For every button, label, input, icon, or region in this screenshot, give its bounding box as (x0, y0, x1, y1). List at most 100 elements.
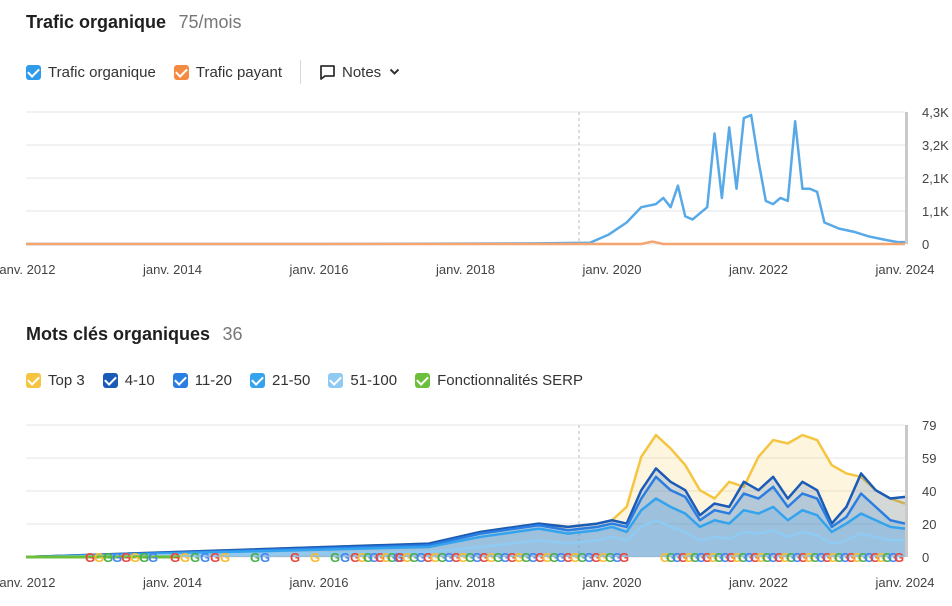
y-tick-label: 0 (922, 237, 929, 252)
serp-marker-g: G (591, 550, 601, 565)
keywords-legend: Top 3 4-10 11-20 21-50 51-100 Fonctionna… (26, 372, 601, 389)
legend-organic-traffic[interactable]: Trafic organique (26, 64, 156, 81)
x-tick-label: janv. 2020 (581, 262, 641, 277)
x-tick-label: janv. 2014 (142, 575, 202, 590)
serp-marker-g: G (678, 550, 688, 565)
checkbox-icon[interactable] (172, 373, 188, 388)
serp-marker-g: G (416, 550, 426, 565)
serp-marker-g: G (584, 550, 594, 565)
serp-marker-g: G (738, 550, 748, 565)
serp-marker-g: G (786, 550, 796, 565)
serp-marker-g: G (690, 550, 700, 565)
serp-marker-g: G (563, 550, 573, 565)
series-line (25, 518, 905, 559)
serp-marker-g: G (250, 550, 260, 565)
serp-marker-g: G (619, 550, 629, 565)
serp-marker-g: G (190, 550, 200, 565)
y-tick-label: 79 (922, 418, 936, 433)
serp-marker-g: G (542, 550, 552, 565)
serp-marker-g: G (210, 550, 220, 565)
serp-marker-g: G (395, 550, 405, 565)
serp-marker-g: G (846, 550, 856, 565)
legend-4-10[interactable]: 4-10 (102, 372, 155, 389)
divider (300, 60, 301, 84)
series-area (26, 498, 905, 557)
serp-marker-g: G (507, 550, 517, 565)
serp-marker-g: G (840, 550, 850, 565)
checkbox-icon[interactable] (102, 373, 118, 388)
legend-11-20[interactable]: 11-20 (172, 372, 232, 389)
x-tick-label: janv. 2016 (288, 575, 348, 590)
checkbox-icon[interactable] (26, 373, 41, 388)
serp-marker-g: G (521, 550, 531, 565)
legend-label: Trafic organique (48, 63, 156, 81)
legend-51-100[interactable]: 51-100 (328, 372, 397, 389)
serp-marker-g: G (500, 550, 510, 565)
checkbox-icon[interactable] (415, 373, 431, 388)
comment-icon (320, 64, 335, 80)
serp-marker-g: G (340, 550, 350, 565)
notes-button[interactable]: Notes (319, 64, 406, 81)
traffic-header: Trafic organique 75/mois (26, 12, 242, 33)
serp-marker-g: G (170, 550, 180, 565)
serp-marker-g: G (822, 550, 832, 565)
legend-serp-features[interactable]: Fonctionnalités SERP (415, 372, 583, 389)
serp-marker-g: G (451, 550, 461, 565)
checkbox-icon[interactable] (26, 64, 41, 80)
serp-marker-g: G (381, 550, 391, 565)
serp-marker-g: G (870, 550, 880, 565)
y-tick-label: 1,1K (922, 204, 949, 219)
x-tick-label: janv. 2016 (288, 262, 348, 277)
x-tick-label: janv. 2022 (728, 575, 788, 590)
serp-marker-g: G (804, 550, 814, 565)
serp-marker-g: G (180, 550, 190, 565)
serp-marker-g: G (465, 550, 475, 565)
serp-marker-g: G (660, 550, 670, 565)
checkbox-icon[interactable] (250, 373, 265, 388)
serp-marker-g: G (514, 550, 524, 565)
legend-paid-traffic[interactable]: Trafic payant (173, 63, 282, 81)
traffic-title: Trafic organique (26, 12, 167, 32)
legend-21-50[interactable]: 21-50 (250, 372, 310, 389)
serp-marker-g: G (200, 550, 210, 565)
serp-marker-g: G (780, 550, 790, 565)
serp-marker-g: G (882, 550, 892, 565)
serp-marker-g: G (330, 550, 340, 565)
serp-marker-g: G (444, 550, 454, 565)
serp-marker-g: G (684, 550, 694, 565)
traffic-value: 75/mois (178, 12, 242, 32)
serp-marker-g: G (750, 550, 760, 565)
serp-marker-g: G (732, 550, 742, 565)
serp-marker-g: G (672, 550, 682, 565)
keywords-title: Mots clés organiques (26, 324, 211, 344)
serp-marker-g: G (888, 550, 898, 565)
checkbox-icon[interactable] (328, 373, 344, 388)
serp-marker-g: G (130, 550, 140, 565)
serp-marker-g: G (792, 550, 802, 565)
x-tick-label: janv. 2022 (728, 262, 788, 277)
legend-label: 11-20 (194, 372, 232, 389)
serp-marker-g: G (876, 550, 886, 565)
serp-marker-g: G (696, 550, 706, 565)
serp-marker-g: G (816, 550, 826, 565)
serp-marker-g: G (103, 550, 113, 565)
serp-marker-g: G (714, 550, 724, 565)
legend-label: Trafic payant (195, 63, 282, 81)
x-tick-label: janv. 2024 (874, 575, 934, 590)
traffic-chart: 4,3K 3,2K 2,1K 1,1K 0 janv. 2012 janv. 2014 jan… (0, 105, 949, 277)
legend-top3[interactable]: Top 3 (26, 372, 85, 389)
serp-marker-g: G (350, 550, 360, 565)
serp-marker-g: G (702, 550, 712, 565)
serp-marker-g: G (472, 550, 482, 565)
serp-marker-g: G (423, 550, 433, 565)
serp-marker-g: G (570, 550, 580, 565)
traffic-legend: Trafic organique Trafic payant Notes (26, 60, 406, 84)
serp-marker-g: G (852, 550, 862, 565)
serp-marker-g: G (528, 550, 538, 565)
serp-marker-g: G (549, 550, 559, 565)
serp-marker-g: G (858, 550, 868, 565)
checkbox-icon[interactable] (173, 64, 189, 80)
serp-marker-g: G (437, 550, 447, 565)
x-tick-label: janv. 2012 (0, 575, 56, 590)
serp-marker-g: G (756, 550, 766, 565)
